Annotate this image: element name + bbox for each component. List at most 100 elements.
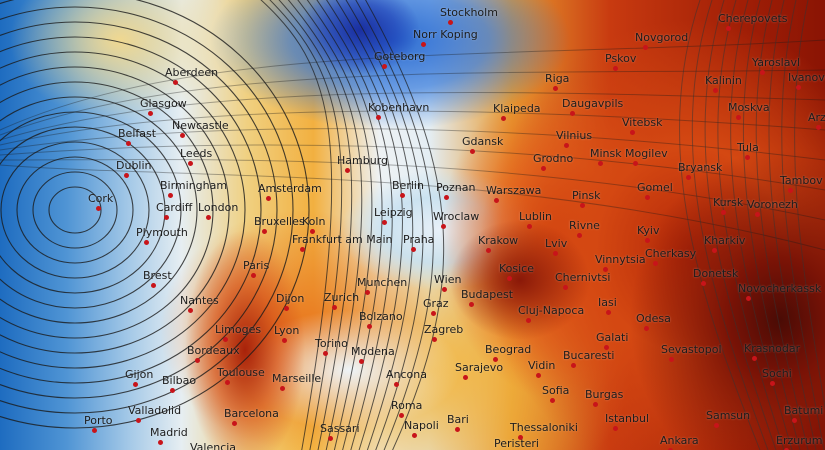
city-label: Erzurum xyxy=(776,434,823,447)
city-label: Birmingham xyxy=(160,179,228,192)
city-label: Hamburg xyxy=(337,154,388,167)
city-marker-icon xyxy=(280,386,285,391)
city-label: Cherepovets xyxy=(718,12,788,25)
city-label: Praha xyxy=(403,233,435,246)
city-label: Berlin xyxy=(392,179,424,192)
city-marker-icon xyxy=(643,45,648,50)
isobar-line xyxy=(0,51,246,369)
city-marker-icon xyxy=(598,161,603,166)
city-marker-icon xyxy=(553,86,558,91)
city-marker-icon xyxy=(400,193,405,198)
city-marker-icon xyxy=(518,435,523,440)
isobar-line xyxy=(0,164,825,251)
isobar-line xyxy=(704,0,777,450)
city-label: Samsun xyxy=(706,409,751,422)
city-label: Limoges xyxy=(215,323,262,336)
city-label: Toulouse xyxy=(217,366,265,379)
city-label: Sochi xyxy=(762,367,792,380)
city-marker-icon xyxy=(712,248,717,253)
city-label: Norr Koping xyxy=(413,28,478,41)
isobar-line xyxy=(0,0,310,429)
city-marker-icon xyxy=(92,428,97,433)
city-label: Tambov xyxy=(780,174,823,187)
isobar-line xyxy=(768,0,817,450)
city-marker-icon xyxy=(760,70,765,75)
city-label: Kyiv xyxy=(637,224,660,237)
isobar-line xyxy=(0,39,825,131)
city-label: Glasgow xyxy=(140,97,187,110)
city-label: Leeds xyxy=(180,147,213,160)
city-label: Krasnodar xyxy=(744,342,801,355)
isobar-line xyxy=(0,126,166,294)
city-marker-icon xyxy=(736,115,741,120)
city-marker-icon xyxy=(411,247,416,252)
city-marker-icon xyxy=(669,357,674,362)
isobar-line xyxy=(269,0,343,450)
city-label: Bucaresti xyxy=(563,349,615,362)
isobar-line xyxy=(679,0,761,450)
city-label: Ancona xyxy=(386,368,427,381)
city-label: Warszawa xyxy=(486,184,542,197)
isobar-line xyxy=(0,69,825,136)
city-marker-icon xyxy=(310,229,315,234)
city-marker-icon xyxy=(792,418,797,423)
city-label: Cherkasy xyxy=(645,247,697,260)
city-marker-icon xyxy=(784,448,789,450)
city-label: Roma xyxy=(391,399,423,412)
city-marker-icon xyxy=(755,212,760,217)
city-marker-icon xyxy=(571,363,576,368)
city-marker-icon xyxy=(266,196,271,201)
city-marker-icon xyxy=(463,375,468,380)
city-label: Graz xyxy=(423,297,449,310)
city-label: Bruxelles xyxy=(254,215,305,228)
city-marker-icon xyxy=(412,433,417,438)
city-label: Daugavpils xyxy=(562,97,624,110)
city-label: Dublin xyxy=(116,159,152,172)
city-marker-icon xyxy=(613,426,618,431)
city-marker-icon xyxy=(158,440,163,445)
city-marker-icon xyxy=(745,155,750,160)
isobar-line xyxy=(287,0,363,450)
city-marker-icon xyxy=(164,215,169,220)
city-label: Napoli xyxy=(404,419,439,432)
isobar-line xyxy=(730,0,793,450)
city-marker-icon xyxy=(332,305,337,310)
city-label: Gdansk xyxy=(462,135,504,148)
city-label: Minsk xyxy=(590,147,622,160)
isobar-line xyxy=(691,0,769,450)
city-marker-icon xyxy=(714,423,719,428)
isobar-line xyxy=(0,141,150,279)
city-label: Cardiff xyxy=(156,201,193,214)
city-label: Plymouth xyxy=(136,226,188,239)
city-label: Munchen xyxy=(357,276,408,289)
city-label: Valencia xyxy=(190,441,237,450)
city-label: Lyon xyxy=(274,324,300,337)
city-marker-icon xyxy=(432,337,437,342)
city-marker-icon xyxy=(527,224,532,229)
city-marker-icon xyxy=(604,345,609,350)
isobar-line xyxy=(0,144,825,191)
city-label: Novgorod xyxy=(635,31,689,44)
city-marker-icon xyxy=(359,359,364,364)
isobar-line xyxy=(0,110,825,146)
isobar-line xyxy=(16,156,134,264)
city-label: Marseille xyxy=(272,372,322,385)
city-label: Odesa xyxy=(636,312,671,325)
city-label: Wien xyxy=(434,273,462,286)
city-label: Belfast xyxy=(118,127,157,140)
city-label: Kosice xyxy=(499,262,534,275)
isobar-line xyxy=(278,0,353,450)
city-label: Klaipeda xyxy=(493,102,541,115)
city-marker-icon xyxy=(431,311,436,316)
city-label: Iasi xyxy=(598,296,617,309)
city-marker-icon xyxy=(713,88,718,93)
city-label: Aberdeen xyxy=(165,66,219,79)
isobar-line xyxy=(355,0,434,450)
isobar-line xyxy=(0,66,230,354)
city-marker-icon xyxy=(136,418,141,423)
city-marker-icon xyxy=(170,388,175,393)
city-marker-icon xyxy=(168,193,173,198)
city-marker-icon xyxy=(455,427,460,432)
city-marker-icon xyxy=(394,382,399,387)
